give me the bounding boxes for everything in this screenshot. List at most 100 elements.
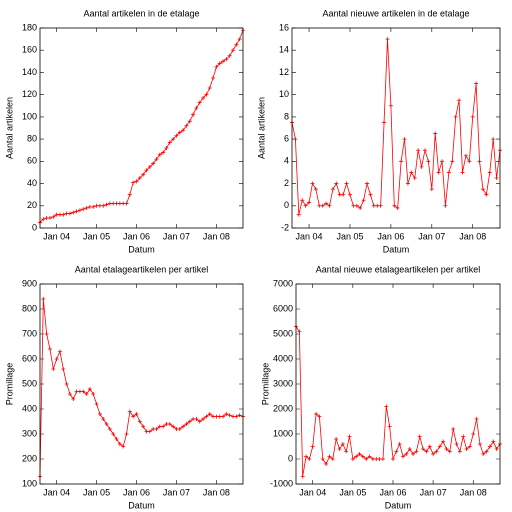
x-tick-label: Jan 04	[299, 487, 326, 497]
point-marker	[337, 447, 342, 451]
point-marker	[350, 457, 355, 461]
point-marker	[370, 457, 375, 461]
point-marker	[44, 332, 49, 336]
point-marker	[144, 168, 149, 173]
y-tick-label: 160	[22, 45, 37, 55]
point-marker	[101, 203, 106, 208]
point-marker	[361, 198, 366, 203]
x-tick-label: Jan 06	[123, 231, 150, 241]
y-tick-label: 300	[22, 428, 37, 438]
point-marker	[360, 454, 365, 459]
point-marker	[474, 417, 479, 421]
x-tick-label: Jan 04	[296, 231, 323, 241]
point-marker	[387, 424, 392, 429]
point-marker	[41, 297, 46, 301]
point-marker	[297, 329, 302, 334]
y-tick-label: 200	[22, 453, 37, 463]
point-marker	[453, 114, 458, 119]
point-marker	[87, 387, 92, 391]
y-tick-label: 180	[22, 22, 37, 32]
point-marker	[487, 444, 492, 449]
x-tick-label: Jan 08	[459, 231, 486, 241]
point-marker	[64, 382, 69, 386]
point-marker	[224, 412, 229, 416]
point-marker	[194, 106, 199, 110]
point-marker	[181, 424, 186, 429]
point-marker	[171, 137, 176, 142]
point-marker	[141, 424, 146, 429]
point-marker	[71, 210, 76, 215]
point-marker	[177, 130, 182, 135]
point-marker	[161, 424, 166, 429]
point-marker	[470, 114, 475, 119]
x-tick-label: Jan 07	[163, 231, 190, 241]
point-marker	[337, 192, 342, 197]
x-axis-label: Datum	[383, 244, 410, 254]
point-marker	[104, 202, 109, 207]
point-marker	[324, 201, 329, 206]
point-marker	[134, 412, 139, 416]
point-marker	[147, 429, 152, 434]
point-marker	[164, 146, 169, 150]
point-marker	[141, 172, 146, 177]
point-marker	[401, 454, 406, 459]
point-marker	[491, 439, 496, 444]
point-marker	[191, 112, 196, 117]
x-tick-label: Jan 07	[420, 487, 447, 497]
point-marker	[375, 203, 380, 208]
point-marker	[320, 203, 325, 208]
y-tick-label: 4	[284, 156, 289, 166]
y-tick-label: 6	[284, 133, 289, 143]
y-tick-label: 120	[22, 89, 37, 99]
point-marker	[107, 427, 112, 431]
point-marker	[484, 192, 489, 197]
point-marker	[151, 161, 156, 166]
point-marker	[399, 159, 404, 164]
point-marker	[347, 434, 352, 439]
point-marker	[214, 64, 219, 69]
point-marker	[412, 176, 417, 180]
point-marker	[351, 203, 356, 208]
y-tick-label: 8	[284, 111, 289, 121]
point-marker	[317, 203, 322, 208]
point-marker	[177, 427, 182, 431]
point-marker	[187, 419, 192, 424]
x-tick-label: Jan 05	[83, 231, 110, 241]
point-marker	[390, 457, 395, 461]
point-marker	[392, 203, 397, 208]
point-marker	[221, 59, 226, 64]
point-marker	[341, 192, 346, 197]
x-tick-label: Jan 05	[83, 487, 110, 497]
point-marker	[446, 170, 451, 175]
point-marker	[296, 212, 301, 217]
point-marker	[154, 157, 159, 162]
point-marker	[388, 103, 393, 108]
point-marker	[463, 153, 468, 158]
x-tick-label: Jan 04	[43, 487, 70, 497]
point-marker	[114, 437, 119, 441]
y-tick-label: 12	[279, 67, 289, 77]
point-marker	[181, 128, 186, 133]
point-marker	[154, 427, 159, 431]
point-marker	[204, 92, 209, 97]
point-marker	[491, 137, 496, 142]
point-marker	[211, 76, 216, 80]
x-tick-label: Jan 07	[418, 231, 445, 241]
chart-title: Aantal nieuwe artikelen in de etalage	[322, 8, 469, 18]
y-tick-label: 14	[279, 45, 289, 55]
y-tick-label: 500	[22, 378, 37, 388]
x-axis-label: Datum	[128, 500, 155, 510]
point-marker	[300, 198, 305, 203]
point-marker	[422, 148, 427, 153]
x-axis-label: Datum	[128, 244, 155, 254]
point-marker	[131, 414, 136, 419]
point-marker	[61, 212, 66, 217]
point-marker	[405, 181, 410, 186]
point-marker	[429, 187, 434, 192]
point-marker	[84, 206, 89, 210]
point-marker	[436, 170, 441, 175]
point-marker	[293, 137, 298, 142]
x-tick-label: Jan 05	[339, 487, 366, 497]
point-marker	[378, 203, 383, 208]
